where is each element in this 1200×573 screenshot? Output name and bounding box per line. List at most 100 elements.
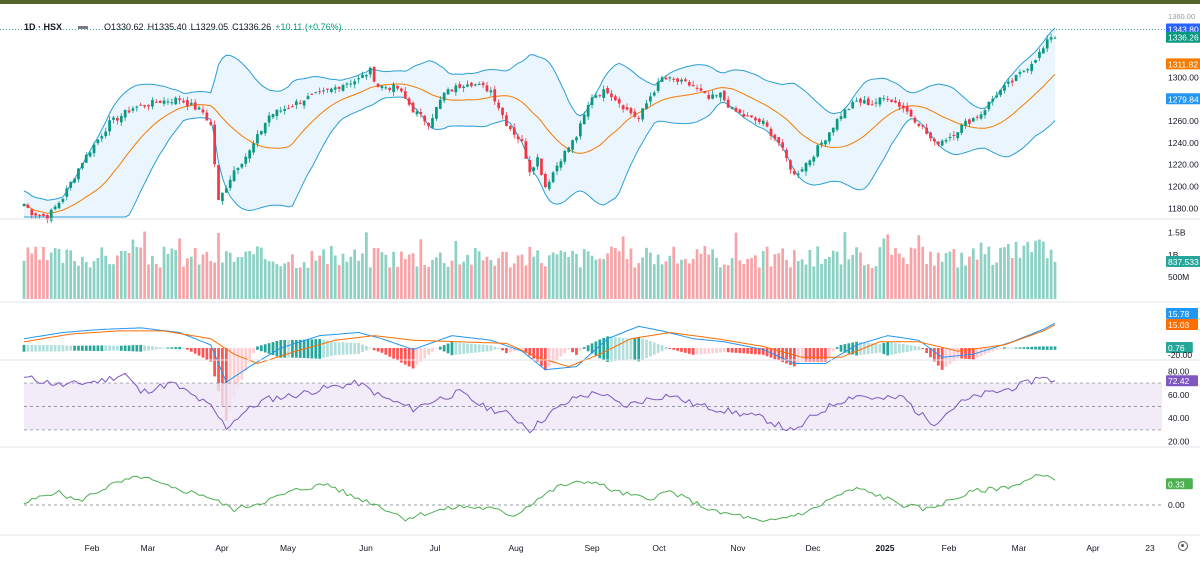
volume-bar [73,261,76,299]
collapse-icon[interactable] [78,25,89,29]
symbol-label[interactable]: 1D · HSX [24,22,63,32]
macd-hist-bar [882,342,886,355]
macd-hist-bar [197,348,201,356]
candle-body [757,118,761,123]
candle-body [279,110,283,112]
candle-body [368,67,372,75]
volume-bar [108,264,111,299]
candle-body [754,117,757,121]
volume-bar [57,248,61,299]
candle-body [874,102,878,104]
macd-hist-bar [396,348,399,361]
volume-bar [419,239,423,299]
volume-bar [886,234,890,299]
volume-bar [259,247,263,299]
candle-body [575,137,578,141]
candle [473,83,477,87]
macd-hist-bar [73,345,76,351]
volume-bar [602,259,606,299]
settings-gear-icon[interactable] [1178,541,1188,551]
macd-hist-bar [326,340,329,357]
candle [520,135,524,143]
candle [217,164,220,201]
candle-body [127,110,131,113]
chart-svg[interactable]: 1300.001280.001260.001240.001220.001200.… [0,4,1200,573]
x-axis-label: Mar [141,543,156,553]
candle [968,118,971,128]
candle-body [65,188,69,197]
macd-hist-bar [162,347,166,349]
candle [773,133,777,142]
candle-body [964,120,967,126]
candle-body [703,91,707,94]
candle [540,158,543,176]
volume-bar [38,259,41,299]
candle-body [38,214,41,216]
candle-body [34,213,38,216]
candle-body [139,104,143,106]
macd-hist-bar [384,348,388,355]
volume-bar [53,248,57,299]
rsi-tick: 80.00 [1168,366,1190,376]
macd-hist-bar [968,348,971,360]
candle-body [415,111,419,115]
macd-hist-bar [991,348,995,352]
candle-body [746,115,750,117]
candle [551,170,555,184]
macd-hist-bar [715,348,718,354]
volume-bar [224,251,228,299]
volume-bar [147,264,150,299]
candle [691,80,695,87]
candle [34,212,38,220]
low-value: L1329.05 [190,22,229,32]
volume-bar [446,266,450,299]
candle-body [232,170,236,182]
candle-body [614,96,617,101]
candle [929,131,932,142]
macd-hist-bar [625,338,629,360]
macd-hist-bar [388,348,392,357]
macd-hist-bar [193,348,197,354]
candle-body [236,168,240,171]
volume-bar [244,251,248,299]
volume-bar [77,265,80,299]
volume-bar [594,259,598,299]
candle [750,115,753,119]
candle [995,91,998,99]
volume-bar [870,267,874,299]
candle-body [256,134,259,144]
candle [684,77,687,82]
candle [147,104,150,111]
candle [53,204,57,211]
volume-bar [878,247,882,299]
candle-body [547,181,551,189]
macd-hist-bar [427,348,430,356]
candle [337,86,341,93]
badge-close-bg [1166,31,1200,43]
candle [921,124,925,130]
volume-bar [765,246,769,299]
macd-hist-bar [151,346,154,351]
volume-bar [1034,240,1037,299]
volume-bar [283,263,287,299]
macd-hist-bar [435,348,438,349]
candle [143,104,146,109]
candle [792,168,796,176]
candle [77,167,80,183]
volume-bar [575,253,578,299]
macd-hist-bar [454,342,458,355]
candle-body [512,127,516,135]
volume-bar [34,246,38,299]
candle [341,83,345,92]
candle [100,133,104,143]
candle-body [905,106,909,112]
volume-bar [890,254,893,299]
candle [256,130,259,148]
macd-hist-bar [983,348,987,355]
candle-body [859,98,862,103]
volume-bar [1045,258,1049,299]
volume-bar [792,250,796,299]
candle [843,107,847,119]
candle-body [761,120,765,124]
candle-body [96,139,100,144]
